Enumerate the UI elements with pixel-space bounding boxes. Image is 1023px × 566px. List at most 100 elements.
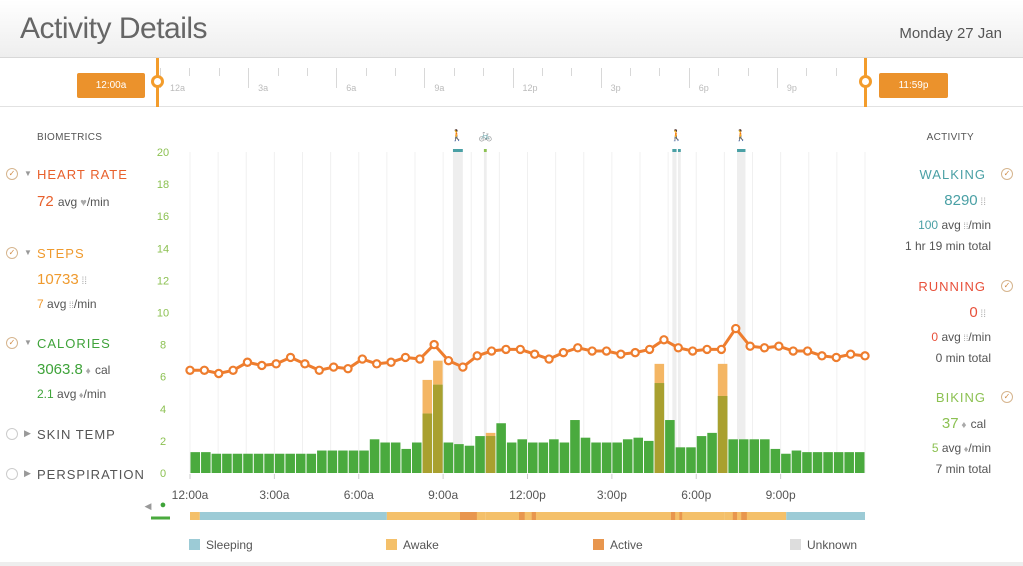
- walking-check-icon[interactable]: ✓: [1001, 168, 1013, 180]
- heart-rate-point: [515, 344, 526, 355]
- calorie-bar: [295, 453, 306, 473]
- heart-rate-caret-icon[interactable]: ▼: [24, 169, 32, 178]
- steps-check-icon[interactable]: ✓: [6, 247, 18, 259]
- skin-temp-check-icon[interactable]: ✓: [6, 428, 18, 440]
- heart-rate-point: [659, 335, 669, 345]
- legend-unknown-label: Unknown: [807, 538, 858, 552]
- running-total: 0 min total: [935, 351, 991, 365]
- walking-avg-value: 100: [918, 218, 939, 232]
- range-end-handle[interactable]: [859, 75, 872, 88]
- steps-avg-prefix: avg: [47, 297, 67, 311]
- footprints-icon: ⁞⁞: [78, 276, 88, 287]
- calorie-bar: [232, 453, 243, 473]
- page-header: Activity Details Monday 27 Jan: [0, 0, 1023, 58]
- heart-rate-point: [616, 349, 626, 359]
- skin-temp-caret-icon[interactable]: ▶: [24, 428, 31, 438]
- x-tick-label: 9:00a: [428, 488, 458, 502]
- activity-band: [452, 149, 463, 473]
- calories-avg-prefix: avg: [57, 387, 77, 401]
- calorie-bar: [338, 450, 348, 473]
- perspiration-check-icon[interactable]: ✓: [6, 468, 18, 480]
- heart-rate-point: [558, 347, 569, 358]
- sleep-state-segment: [199, 512, 387, 520]
- heart-rate-point: [199, 365, 210, 375]
- timeline-tick: [630, 68, 631, 76]
- calorie-bar: [633, 437, 644, 473]
- walking-total: 1 hr 19 min total: [904, 239, 991, 253]
- calorie-bar: [327, 450, 338, 473]
- heart-rate-point: [759, 343, 770, 353]
- sleep-state-segment: [786, 512, 865, 520]
- heart-rate-point: [587, 346, 597, 356]
- calorie-bar: [791, 450, 802, 473]
- heart-rate-point: [472, 351, 482, 361]
- biking-item[interactable]: BIKING ✓ 37 ♦ cal 5 avg ♦/min 7 min tota…: [893, 388, 1023, 478]
- calorie-bar: [717, 395, 728, 473]
- running-check-icon[interactable]: ✓: [1001, 280, 1013, 292]
- range-start-handle[interactable]: [151, 75, 164, 88]
- page-title: Activity Details: [20, 12, 208, 45]
- legend-awake: Awake: [386, 538, 439, 552]
- timeline-track[interactable]: 12a 3a 6a 9a 12p 3p 6p 9p: [160, 68, 866, 93]
- heart-rate-check-icon[interactable]: ✓: [6, 168, 18, 180]
- calories-avg-unit: /min: [83, 387, 107, 401]
- calories-avg-value: 2.1: [37, 387, 54, 401]
- unknown-swatch: [790, 539, 801, 550]
- perspiration-label: PERSPIRATION: [37, 467, 145, 482]
- walking-icon: 🚶: [450, 129, 464, 142]
- calories-caret-icon[interactable]: ▼: [24, 338, 32, 347]
- running-label: RUNNING: [918, 279, 986, 294]
- running-avg-unit: /min: [968, 330, 991, 344]
- activity-band: [483, 149, 487, 473]
- calorie-bar: [243, 453, 253, 473]
- calorie-bar: [485, 436, 496, 473]
- calorie-bar: [528, 442, 538, 473]
- timeline-tick: [718, 68, 720, 76]
- walking-value: 8290: [944, 192, 978, 209]
- biking-check-icon[interactable]: ✓: [1001, 391, 1013, 403]
- activity-band-cap: [452, 149, 463, 152]
- sleep-state-segment: [485, 512, 671, 520]
- calories-check-icon[interactable]: ✓: [6, 337, 18, 349]
- calorie-bar: [760, 439, 770, 473]
- y-tick-label: 6: [160, 372, 166, 384]
- steps-bar-overlap: [717, 395, 728, 473]
- activity-band: [672, 149, 677, 473]
- calorie-bar: [201, 452, 211, 473]
- date-label: Monday 27 Jan: [899, 25, 1002, 42]
- heart-rate-point: [429, 339, 439, 350]
- y-tick-label: 0: [160, 468, 166, 480]
- heart-rate-point: [544, 354, 554, 364]
- range-start-flag[interactable]: 12:00a: [77, 73, 145, 98]
- steps-caret-icon[interactable]: ▼: [24, 248, 32, 257]
- activity-band-cap: [483, 149, 487, 152]
- heart-rate-point: [386, 357, 396, 367]
- calorie-bar: [369, 439, 380, 473]
- timeline-tick: [395, 68, 396, 76]
- biking-value: 37: [941, 415, 959, 432]
- x-tick-label: 3:00a: [259, 488, 289, 502]
- heart-rate-point: [314, 365, 324, 375]
- heart-rate-point: [774, 341, 784, 351]
- perspiration-caret-icon[interactable]: ▶: [24, 468, 31, 478]
- timeline-tick: [806, 68, 808, 76]
- range-end-flag[interactable]: 11:59p: [879, 73, 948, 98]
- activity-heading: ACTIVITY: [926, 132, 974, 143]
- timeline-tick: [365, 68, 367, 76]
- timeline-tick: [336, 68, 338, 88]
- walking-item[interactable]: WALKING ✓ 8290 ⁞⁞ 100 avg ⁞⁞/min 1 hr 19…: [893, 165, 1023, 255]
- timeline-range-selector[interactable]: 12a 3a 6a 9a 12p 3p 6p 9p: [0, 58, 1023, 107]
- x-tick-label: 12:00a: [172, 488, 209, 502]
- heart-rate-value-line: 72 avg ♥/min: [37, 193, 109, 210]
- activity-band-cap: [677, 149, 681, 152]
- steps-value-line: 10733 ⁞⁞: [37, 271, 87, 288]
- calories-label: CALORIES: [37, 336, 111, 351]
- timeline-hour-label: 9a: [434, 83, 445, 93]
- steps-bar-overlap: [485, 436, 496, 473]
- calorie-bar: [443, 442, 454, 473]
- heart-rate-point: [529, 349, 540, 359]
- steps-bar-top: [485, 432, 496, 437]
- running-value: 0: [969, 304, 978, 321]
- timeline-tick: [306, 68, 308, 76]
- running-item[interactable]: RUNNING ✓ 0 ⁞⁞ 0 avg ⁞⁞/min 0 min total: [893, 277, 1023, 367]
